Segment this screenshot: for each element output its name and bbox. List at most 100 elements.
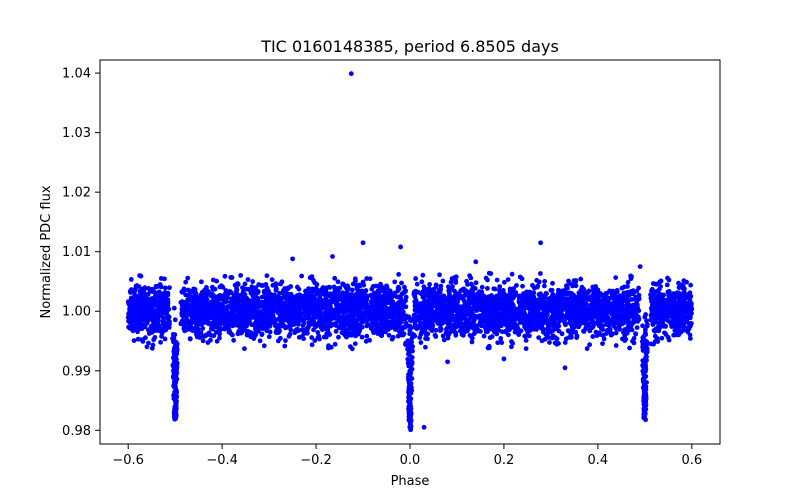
data-point [228,296,234,302]
data-point [572,329,578,335]
data-point [183,292,189,298]
data-point [307,275,313,281]
data-point [625,284,630,289]
data-point [633,331,638,337]
data-point [414,281,420,287]
data-point [354,282,360,288]
data-point [590,302,595,308]
data-point [167,285,172,291]
data-point [536,335,542,341]
data-point [606,309,612,315]
data-point [481,310,487,315]
data-point [396,272,402,277]
data-point [584,346,590,351]
data-point [571,294,577,300]
data-points [125,71,695,433]
data-point [353,318,359,324]
data-point [471,319,476,325]
data-point [509,294,515,300]
data-point [449,276,455,281]
data-point [648,292,653,298]
data-point [585,296,591,302]
data-point [277,290,282,296]
data-point [653,319,658,325]
data-point [231,315,237,320]
data-point [151,337,157,343]
data-point [294,293,300,298]
data-point [497,321,502,327]
data-point [520,310,526,315]
data-point [372,307,378,313]
data-point [298,316,303,322]
data-point [614,309,620,315]
data-point [161,305,167,311]
data-point [402,288,408,294]
data-point [577,307,583,313]
data-point [680,298,686,304]
data-point [485,310,491,316]
data-point [166,318,171,324]
data-point [141,309,147,315]
data-point [257,338,263,344]
data-point [328,298,334,304]
data-point [549,335,555,341]
data-point [383,293,388,299]
data-point [468,292,473,298]
data-point [222,310,228,316]
data-point [493,327,499,333]
eclipse-point [171,305,177,311]
data-point [249,322,255,328]
data-point [413,276,419,281]
data-point [227,329,232,335]
data-point [633,313,639,318]
data-point [245,306,251,312]
data-point [370,317,376,323]
data-point [239,330,245,336]
data-point [551,294,557,299]
data-point [551,306,557,312]
data-point [231,337,237,343]
data-point [205,289,211,295]
data-point [680,303,686,309]
data-point [126,324,131,330]
data-point [600,323,606,329]
data-point [162,336,168,342]
data-point [678,329,684,335]
data-point [654,335,660,341]
data-point [187,324,193,330]
data-point [508,290,513,296]
data-point [400,311,406,317]
data-point [359,334,365,340]
data-point [325,345,331,351]
data-point [619,285,625,291]
data-point [426,319,432,325]
data-point [497,305,503,311]
data-point [326,284,332,290]
data-point [670,293,676,298]
data-point [688,320,694,326]
data-point [360,317,365,323]
data-point [266,323,272,328]
data-point [317,304,322,310]
data-point [488,297,493,303]
data-point [535,313,541,319]
data-point [309,286,315,292]
data-point [575,313,580,319]
data-point [461,286,467,292]
data-point [501,279,507,285]
data-point [190,294,196,300]
data-point [433,327,439,333]
data-point [155,308,160,314]
data-point [273,287,279,293]
data-point [165,307,171,312]
data-point [330,312,335,318]
data-point [149,286,155,292]
data-point [479,289,485,295]
data-point [249,284,255,290]
data-point [217,292,223,298]
data-point [595,312,601,318]
data-point [216,319,222,325]
data-point [662,301,668,307]
data-point [212,286,218,292]
data-point [293,308,299,314]
